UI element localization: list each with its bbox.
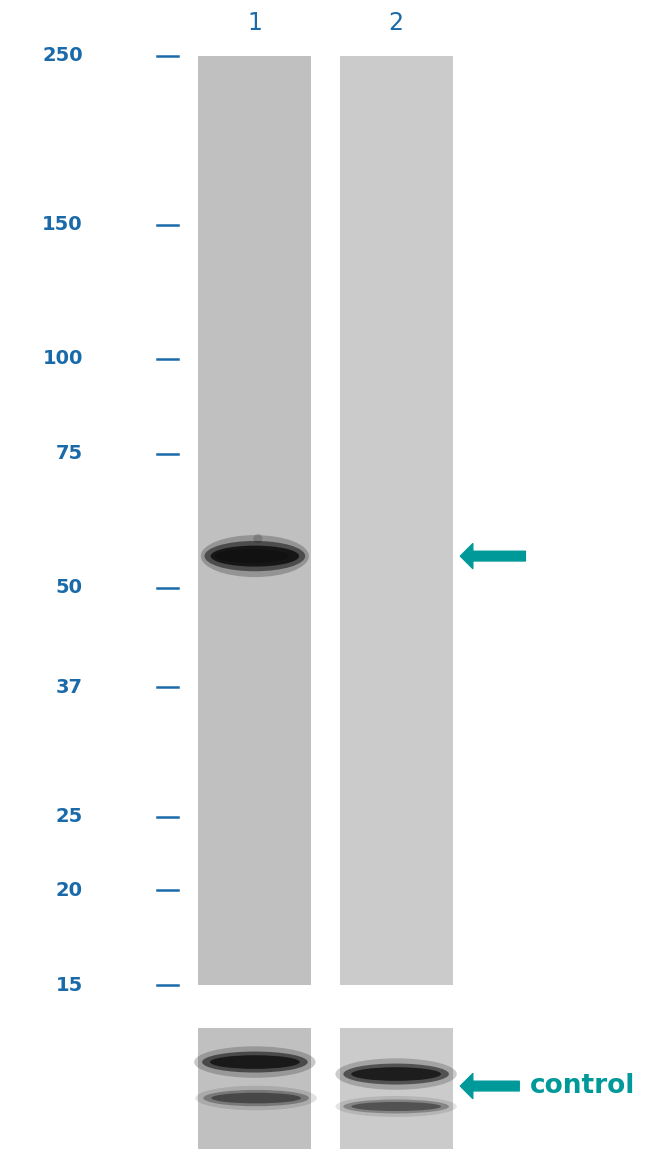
Bar: [339, 1028, 452, 1149]
Ellipse shape: [254, 534, 263, 543]
Text: 37: 37: [56, 677, 83, 696]
Ellipse shape: [201, 535, 309, 577]
Text: 100: 100: [42, 349, 83, 368]
Ellipse shape: [343, 1063, 449, 1084]
Ellipse shape: [196, 1086, 317, 1110]
Text: 75: 75: [56, 444, 83, 463]
Ellipse shape: [335, 1096, 457, 1117]
Text: 250: 250: [42, 47, 83, 65]
Bar: [339, 56, 452, 985]
Ellipse shape: [194, 1046, 316, 1077]
Ellipse shape: [211, 546, 299, 567]
Bar: [198, 56, 311, 985]
Bar: [198, 1028, 311, 1149]
Ellipse shape: [343, 1100, 449, 1114]
Ellipse shape: [202, 1052, 307, 1073]
Text: 15: 15: [56, 976, 83, 995]
Text: 2: 2: [389, 10, 404, 35]
Text: control: control: [529, 1073, 635, 1100]
Ellipse shape: [211, 1093, 301, 1103]
Ellipse shape: [210, 1055, 300, 1069]
Ellipse shape: [351, 1102, 441, 1111]
Text: 25: 25: [56, 807, 83, 826]
Ellipse shape: [215, 549, 289, 563]
Text: 150: 150: [42, 216, 83, 234]
Ellipse shape: [205, 541, 306, 571]
Text: 20: 20: [56, 880, 83, 900]
Ellipse shape: [203, 1090, 309, 1107]
Ellipse shape: [335, 1059, 457, 1090]
Text: 50: 50: [56, 578, 83, 597]
Text: 1: 1: [248, 10, 263, 35]
Ellipse shape: [351, 1067, 441, 1081]
